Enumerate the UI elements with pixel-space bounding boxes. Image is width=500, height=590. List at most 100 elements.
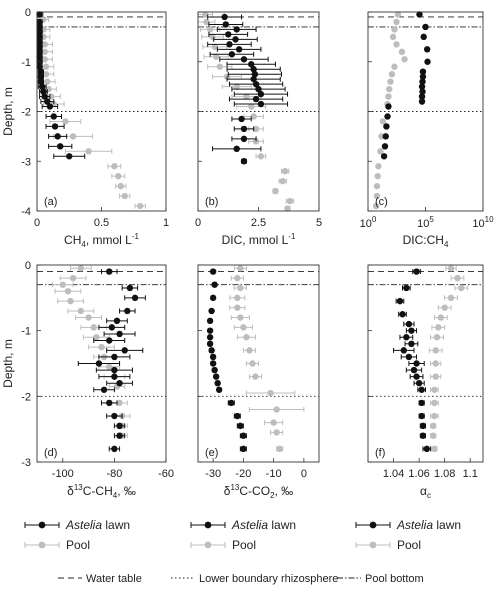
data-point [106,399,113,407]
series-lawn [36,11,86,160]
data-point [447,294,455,302]
legend-pool-marker [369,541,377,549]
data-point [62,118,69,125]
x-tick-label: 0 [301,468,307,480]
data-point [37,68,45,75]
data-point [117,182,125,190]
data-point [206,26,214,33]
data-point [93,334,100,341]
data-point [206,317,214,325]
data-point [405,320,413,328]
x-tick-label: 100 [360,215,377,230]
panel-c: 100 105 1010(c)DIC:CH4 [360,11,494,249]
data-point [257,100,265,108]
data-point [454,274,461,282]
data-point [232,36,239,43]
data-point [240,324,247,331]
data-point [111,445,118,453]
data-point [431,386,438,393]
panel-label: (e) [205,447,218,459]
data-point [206,334,214,341]
data-point [211,366,218,374]
x-tick-label: 105 [417,215,434,230]
data-point [418,83,426,90]
data-point [431,399,438,407]
data-point [131,294,139,302]
series-lawn [207,13,289,165]
data-point [387,78,394,85]
panel-e: -30 -20 -10 0 (e) δ13C-CO2, ‰ [197,264,320,500]
data-point [126,284,134,292]
x-tick-exponent: 10 [485,215,494,224]
x-axis-label: CH4, mmol L-1 [64,232,139,249]
data-point [115,172,122,180]
panel-label: (a) [44,196,57,208]
x-tick-label: -20 [235,468,251,480]
data-point [121,347,128,354]
x-label-superscript: -1 [132,232,140,241]
data-point [424,58,431,65]
data-point [249,360,256,367]
x-tick-label: 2.5 [251,217,266,229]
x-label-isotope: 13 [74,483,83,492]
legend-lawn-label: Astelia lawn [65,518,130,532]
legend-lower-boundary-label: Lower boundary rhizosphere [199,573,338,585]
data-point [408,327,415,334]
legend-pool-bottom-label: Pool bottom [365,573,424,585]
data-point [46,103,54,110]
x-tick-base: 10 [360,218,372,230]
data-point [432,373,439,380]
data-point [234,412,241,420]
data-point [250,66,257,73]
data-point [377,148,384,155]
legend-lawn-marker [38,521,46,529]
y-tick-label: -4 [21,206,31,218]
panel-f: 1.04 1.06 1.08 1.1 (f) αc [367,264,484,500]
data-point [408,340,415,347]
data-point [250,75,257,83]
x-label-unit: , mmol L [86,233,132,247]
series-lawn [380,11,431,160]
panel-label: (c) [375,196,388,208]
data-point [270,419,277,426]
x-tick-label: 1.1 [463,468,478,480]
y-tick-label: -3 [21,156,31,168]
data-point [36,23,43,31]
data-point [386,85,393,93]
legend-lawn-label: Astelia lawn [396,518,461,532]
series-pool [229,265,305,453]
data-point [77,307,85,315]
data-point [375,163,382,170]
y-axis-label: Depth, m [1,87,15,136]
panel-label: (b) [205,196,218,208]
data-point [95,360,103,367]
data-point [240,445,247,453]
data-point [398,48,406,55]
data-point [418,93,426,100]
data-point [36,18,43,26]
plot-frame [367,264,484,463]
data-point [419,88,426,95]
data-point [44,78,51,85]
data-point [373,182,381,190]
data-point [423,445,430,453]
data-point [225,31,232,38]
panel-label: (f) [375,447,385,459]
data-point [252,125,260,133]
series-pool [197,11,295,212]
x-label-delta: δ [67,484,74,498]
panel-d: 0 -1 -2 -3 -100 -80 -60 (d) Depth, m δ13C-CH4, ‰ [1,260,174,500]
data-point [212,373,220,380]
data-point [116,380,123,387]
data-point [389,33,397,41]
data-point [458,284,465,292]
data-point [394,11,402,18]
data-point [211,281,218,288]
data-point [380,153,388,160]
data-point [234,274,241,282]
x-label-subscript: 4 [81,240,86,249]
data-point [385,103,392,110]
data-point [41,41,48,48]
